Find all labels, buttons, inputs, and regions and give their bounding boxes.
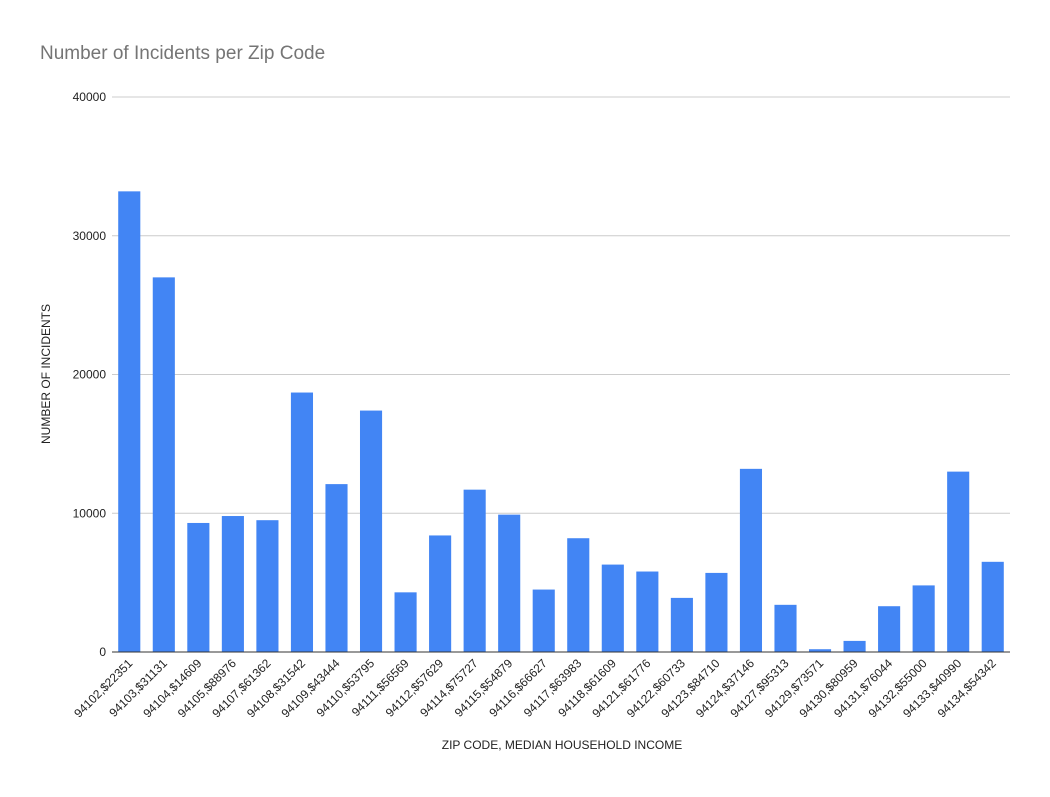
bar (808, 649, 832, 652)
x-axis-label: ZIP CODE, MEDIAN HOUSEHOLD INCOME (442, 738, 682, 752)
y-tick-label: 30000 (73, 229, 107, 243)
bar (670, 597, 693, 652)
bar (498, 514, 521, 652)
bar (394, 592, 417, 652)
bar (878, 606, 901, 652)
bar (739, 468, 763, 652)
chart-title: Number of Incidents per Zip Code (40, 43, 325, 64)
y-axis-label: NUMBER OF INCIDENTS (39, 304, 53, 444)
bar (221, 516, 244, 652)
bar (429, 535, 452, 652)
bar (463, 489, 486, 652)
y-axis-ticks: 0 10000 20000 30000 40000 (73, 90, 107, 659)
bar (705, 572, 728, 652)
bar (187, 522, 210, 652)
y-tick-label: 40000 (73, 90, 107, 104)
bar (947, 471, 970, 652)
bar (325, 484, 348, 652)
y-tick-label: 20000 (73, 368, 107, 382)
bar (118, 191, 141, 652)
bar (912, 585, 935, 652)
x-tick-label: 94102,$22351 (71, 656, 135, 720)
bar (636, 571, 659, 652)
gridlines (112, 96, 1010, 514)
bar (843, 640, 866, 652)
bar (774, 604, 797, 652)
bar (152, 277, 175, 652)
bar (567, 538, 590, 652)
y-tick-label: 0 (99, 645, 106, 659)
bar (359, 410, 383, 652)
bar (532, 589, 555, 652)
x-axis-ticks: 94102,$2235194103,$3113194104,$146099410… (71, 656, 999, 720)
bar (256, 520, 279, 652)
bar (290, 392, 314, 652)
bar (601, 564, 624, 652)
y-tick-label: 10000 (73, 506, 107, 520)
bars (118, 191, 1004, 652)
bar (981, 561, 1004, 652)
